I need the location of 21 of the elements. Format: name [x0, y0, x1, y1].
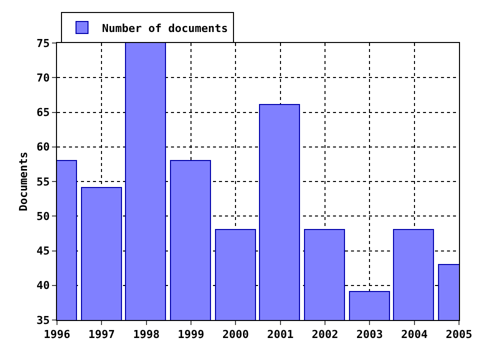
y-axis-title: Documents: [17, 152, 30, 212]
x-tick-label: 2003: [356, 328, 383, 342]
y-tick-label: 75: [36, 36, 50, 50]
y-tick-label: 35: [36, 314, 50, 327]
x-tick-label: 1997: [88, 328, 115, 342]
x-tick-label: 1998: [133, 328, 160, 342]
x-tick-label: 2001: [267, 328, 294, 342]
y-tick-label: 40: [36, 279, 50, 292]
y-tick-label: 45: [36, 244, 50, 258]
y-tick-label: 55: [36, 175, 50, 188]
x-tick-label: 2005: [446, 328, 472, 342]
legend-label: Number of documents: [102, 22, 228, 35]
x-tick-label: 1999: [178, 328, 204, 342]
y-tick-label: 65: [36, 106, 50, 120]
x-tick-label: 2004: [401, 328, 428, 342]
y-tick-label: 50: [36, 210, 50, 223]
y-tick-label: 60: [36, 140, 50, 154]
x-tick-label: 1996: [44, 328, 71, 342]
x-tick-label: 2000: [222, 328, 249, 342]
x-tick-label: 2002: [312, 328, 338, 342]
y-tick-label: 70: [36, 71, 50, 84]
